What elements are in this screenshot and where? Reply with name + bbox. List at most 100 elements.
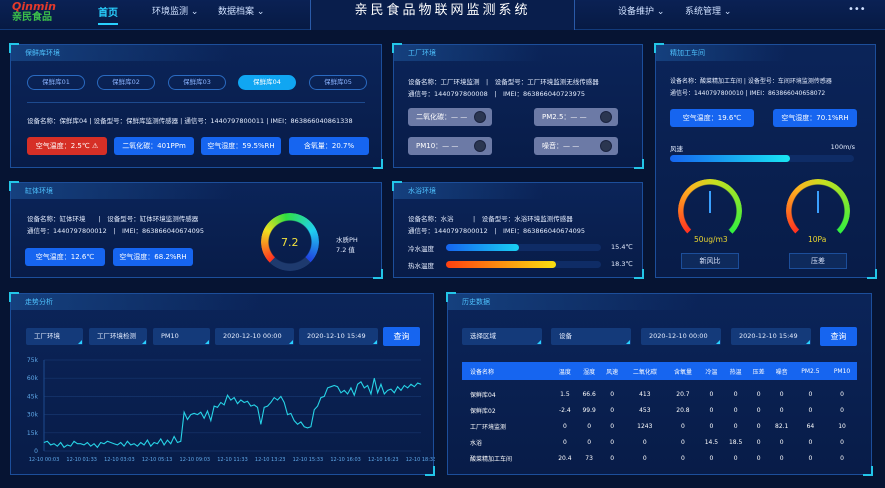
table-row[interactable]: 工厂环境监测 0 0 0 1243 0 0 0 0 82.1 64 10 xyxy=(462,418,857,434)
data-point xyxy=(300,421,302,423)
x-tick-label: 12-10 15:33 xyxy=(293,457,324,463)
area-select[interactable]: 工厂环境 xyxy=(26,328,83,345)
query-button[interactable]: 查询 xyxy=(383,327,420,346)
x-tick-label: 12-10 18:33 xyxy=(406,457,435,463)
data-point xyxy=(127,440,128,442)
nav-device-maint[interactable]: 设备维护 ⌄ xyxy=(618,7,665,17)
divider xyxy=(27,102,365,103)
table-cell: 0 xyxy=(610,422,615,430)
data-point xyxy=(73,440,75,442)
x-tick-label: 12-10 16:23 xyxy=(368,457,399,463)
data-point xyxy=(47,440,48,442)
table-cell: 82.1 xyxy=(775,422,789,430)
data-point xyxy=(177,442,178,443)
data-point xyxy=(373,377,375,379)
end-time-input[interactable]: 2020-12-10 15:49 xyxy=(731,328,811,345)
data-point xyxy=(133,443,135,445)
nav-env-monitor[interactable]: 环境监测 ⌄ xyxy=(152,7,199,17)
pm25-tag: PM2.5：— — xyxy=(534,108,618,126)
column-header: 湿度 xyxy=(577,362,602,380)
no-signal-icon xyxy=(474,140,486,152)
ph-text: 7.2 值 xyxy=(336,246,355,254)
data-point xyxy=(167,439,168,441)
panel-title: 历史数据 xyxy=(448,294,702,310)
tab-cold-03[interactable]: 保鲜库03 xyxy=(168,75,226,90)
x-tick-label: 12-10 05:13 xyxy=(142,457,173,463)
nav-home[interactable]: 首页 xyxy=(98,4,118,25)
tab-cold-05[interactable]: 保鲜库05 xyxy=(309,75,367,90)
data-point xyxy=(237,403,238,404)
data-point xyxy=(80,443,81,445)
panel-workshop: 精加工车间 设备名称：酸菜精加工车间 | 设备型号：车间环境监测传感器 通信号：… xyxy=(654,43,877,279)
table-row[interactable]: 保鲜库04 1.5 66.6 0 413 20.7 0 0 0 0 0 0 xyxy=(462,386,857,402)
table-row[interactable]: 保鲜库02 -2.4 99.9 0 453 20.8 0 0 0 0 0 0 xyxy=(462,402,857,418)
table-cell: 保鲜库04 xyxy=(470,391,496,399)
table-row[interactable]: 酸菜精加工车间 20.4 73 0 0 0 0 0 0 0 0 0 xyxy=(462,450,857,466)
table-cell: 64 xyxy=(806,422,815,430)
data-point xyxy=(183,411,185,413)
wind-bar xyxy=(670,155,854,162)
panel-title: 保鲜库环境 xyxy=(11,45,233,61)
data-point xyxy=(130,444,132,446)
data-point xyxy=(113,443,115,445)
data-point xyxy=(103,443,105,445)
bar-fill xyxy=(446,244,519,251)
table-cell: 73 xyxy=(585,454,593,462)
data-point xyxy=(213,405,215,407)
y-tick-label: 60k xyxy=(27,375,39,382)
tab-cold-04[interactable]: 保鲜库04 xyxy=(238,75,296,90)
table-cell: 0 xyxy=(756,422,761,430)
column-header: 压差 xyxy=(747,362,770,380)
data-point xyxy=(357,383,358,385)
region-select[interactable]: 选择区域 xyxy=(462,328,542,345)
gauge-needle xyxy=(817,191,819,213)
column-header: PM10 xyxy=(827,362,857,380)
tab-cold-01[interactable]: 保鲜库01 xyxy=(27,75,85,90)
wind-max: 100m/s xyxy=(830,143,855,151)
data-point xyxy=(90,445,92,447)
table-cell: 1243 xyxy=(637,422,653,430)
data-point xyxy=(353,394,355,396)
device-select[interactable]: 工厂环境检测 xyxy=(89,328,147,345)
table-cell: 0 xyxy=(610,406,615,414)
data-point xyxy=(173,436,175,437)
hot-water-bar xyxy=(446,261,601,268)
device-info: 设备名称：水浴 | 设备型号：水浴环境监测传感器 xyxy=(408,215,573,223)
table-cell: 0 xyxy=(587,438,592,446)
table-cell: 14.5 xyxy=(704,438,719,446)
device-select[interactable]: 设备 xyxy=(551,328,631,345)
data-point xyxy=(140,442,142,443)
series-line xyxy=(43,378,422,449)
nav-system-admin[interactable]: 系统管理 ⌄ xyxy=(685,7,732,17)
table-cell: 0 xyxy=(756,438,761,446)
table-cell: 413 xyxy=(639,390,651,398)
data-point xyxy=(240,399,242,401)
nav-data-archive[interactable]: 数据档案 ⌄ xyxy=(218,7,265,17)
x-tick-label: 12-10 00:03 xyxy=(29,457,60,463)
start-time-input[interactable]: 2020-12-10 00:00 xyxy=(215,328,294,345)
data-point xyxy=(43,442,45,443)
humidity-tag: 空气湿度：68.2%RH xyxy=(113,248,193,266)
more-icon[interactable]: ••• xyxy=(848,4,866,15)
query-button[interactable]: 查询 xyxy=(820,327,857,346)
data-point xyxy=(63,447,65,448)
data-point xyxy=(397,386,398,387)
device-info: 设备名称：缸体环境 | 设备型号：缸体环境监测传感器 xyxy=(27,215,199,223)
data-point xyxy=(410,383,412,385)
data-point xyxy=(310,426,312,428)
table-cell: 20.8 xyxy=(676,406,690,414)
metric-select[interactable]: PM10 xyxy=(153,328,210,345)
table-row[interactable]: 水浴 0 0 0 0 0 14.5 18.5 0 0 0 0 xyxy=(462,434,857,450)
data-point xyxy=(283,402,285,403)
table-cell: 0 xyxy=(808,406,813,414)
table-cell: 工厂环境监测 xyxy=(470,423,507,431)
data-point xyxy=(160,438,162,440)
start-time-input[interactable]: 2020-12-10 00:00 xyxy=(641,328,721,345)
end-time-input[interactable]: 2020-12-10 15:49 xyxy=(299,328,378,345)
tab-cold-02[interactable]: 保鲜库02 xyxy=(97,75,155,90)
table-cell: 酸菜精加工车间 xyxy=(470,455,513,463)
column-header: 噪音 xyxy=(769,362,794,380)
data-point xyxy=(380,383,382,385)
data-point xyxy=(217,407,218,408)
data-point xyxy=(93,443,95,445)
